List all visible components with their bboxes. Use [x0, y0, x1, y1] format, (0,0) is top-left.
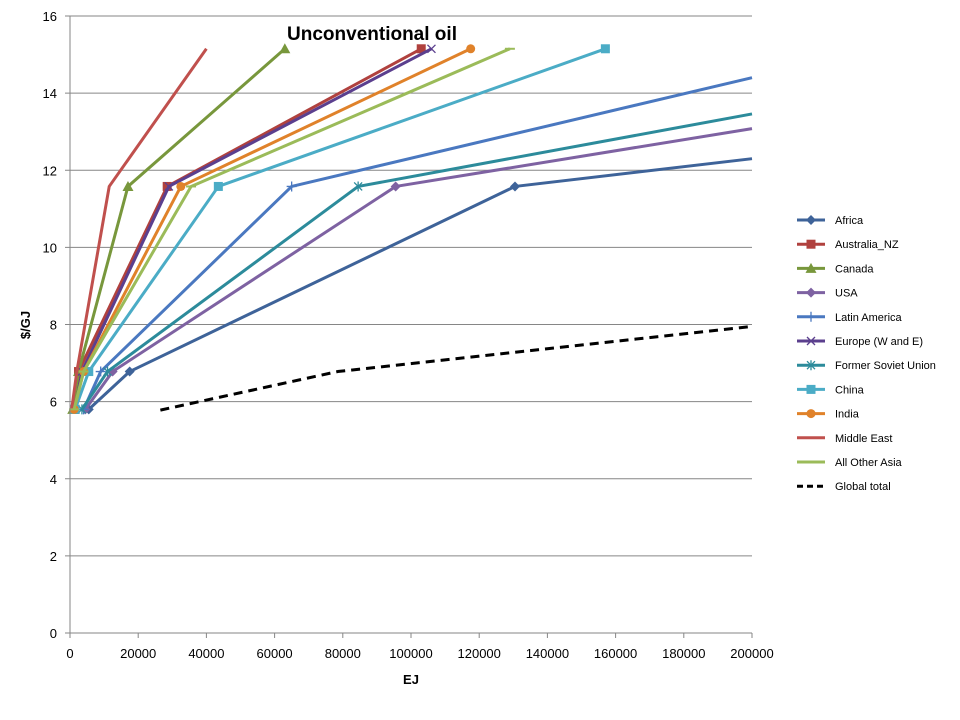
legend-item-china: China: [797, 384, 865, 396]
legend-marker: [806, 311, 816, 322]
x-tick-label: 20000: [120, 646, 156, 661]
x-tick-label: 140000: [526, 646, 569, 661]
series-all-other-asia: [69, 47, 515, 411]
x-tick-label: 120000: [458, 646, 501, 661]
data-point: [95, 366, 106, 377]
legend-label: Canada: [835, 263, 874, 275]
x-tick-label: 0: [66, 646, 73, 661]
data-point: [510, 181, 521, 192]
data-point: [84, 367, 94, 377]
data-point: [213, 181, 223, 191]
legend-item-australia-nz: Australia_NZ: [797, 239, 899, 251]
series-former-soviet-union: [77, 112, 753, 415]
series-line: [73, 47, 606, 410]
legend-label: Australia_NZ: [835, 239, 899, 251]
data-point: [353, 181, 363, 192]
series-line: [71, 47, 286, 410]
y-tick-label: 2: [50, 549, 57, 564]
x-tick-label: 60000: [257, 646, 293, 661]
y-axis-title: $/GJ: [18, 311, 33, 339]
legend-item-global-total: Global total: [797, 481, 891, 493]
legend-item-latin-america: Latin America: [797, 312, 903, 324]
x-tick-label: 200000: [730, 646, 773, 661]
legend-label: Global total: [835, 481, 891, 493]
legend-marker: [806, 384, 816, 394]
x-axis-title: EJ: [403, 672, 419, 687]
data-point: [416, 44, 426, 54]
series-line: [80, 112, 753, 411]
legend-marker: [806, 215, 816, 225]
y-axis-ticks: 0 2 4 6 8 10 12 14 16: [43, 9, 70, 641]
series-line: [84, 127, 753, 411]
x-tick-label: 40000: [188, 646, 224, 661]
legend-label: China: [835, 384, 865, 396]
data-point: [164, 181, 174, 191]
x-tick-label: 80000: [325, 646, 361, 661]
y-tick-label: 10: [43, 240, 57, 255]
legend: Africa Australia_NZ Canada USA Latin America…: [797, 215, 936, 493]
legend-label: Europe (W and E): [835, 336, 923, 348]
legend-item-canada: Canada: [797, 262, 874, 275]
legend-marker: [806, 287, 816, 298]
legend-label: Africa: [835, 215, 864, 227]
axes: [69, 16, 752, 634]
legend-item-former-soviet-union: Former Soviet Union: [797, 360, 936, 372]
legend-label: All Other Asia: [835, 457, 903, 469]
y-tick-label: 8: [50, 318, 57, 333]
series-global-total: [160, 324, 753, 412]
y-tick-label: 6: [50, 395, 57, 410]
data-point: [176, 181, 186, 191]
x-tick-label: 160000: [594, 646, 637, 661]
series-lines: [67, 43, 753, 415]
series-middle-east: [70, 47, 208, 410]
data-point: [279, 43, 291, 54]
data-point: [600, 44, 610, 54]
series-line: [70, 47, 208, 410]
data-point: [122, 180, 134, 191]
y-tick-label: 16: [43, 9, 57, 24]
data-point: [103, 366, 112, 377]
data-point: [124, 366, 135, 377]
legend-marker: [806, 409, 816, 419]
x-tick-label: 100000: [389, 646, 432, 661]
series-line: [82, 76, 753, 410]
legend-marker: [805, 262, 817, 273]
series-line: [72, 47, 511, 410]
legend-label: Latin America: [835, 312, 903, 324]
series-china: [70, 44, 610, 414]
legend-label: Middle East: [835, 433, 892, 445]
data-point: [286, 181, 297, 192]
legend-label: Former Soviet Union: [835, 360, 936, 372]
legend-item-africa: Africa: [797, 215, 864, 227]
legend-marker: [806, 336, 816, 346]
series-line: [87, 157, 753, 411]
chart-title: Unconventional oil: [287, 24, 457, 45]
data-point: [390, 181, 401, 192]
x-axis-ticks: 0 20000 40000 60000 80000 100000 120000 140000 1…: [66, 633, 774, 661]
legend-label: India: [835, 409, 860, 421]
y-tick-label: 4: [50, 472, 57, 487]
legend-label: USA: [835, 288, 858, 300]
series-line: [160, 324, 753, 412]
legend-item-europe-w-and-e: Europe (W and E): [797, 336, 923, 348]
data-point: [427, 44, 436, 54]
legend-item-india: India: [797, 409, 860, 421]
y-tick-label: 0: [50, 626, 57, 641]
y-tick-label: 14: [43, 86, 57, 101]
x-tick-label: 180000: [662, 646, 705, 661]
legend-item-all-other-asia: All Other Asia: [797, 457, 903, 469]
series-line: [72, 47, 472, 410]
legend-marker: [806, 239, 816, 249]
data-point: [466, 44, 476, 54]
data-point: [162, 181, 172, 191]
legend-marker: [806, 360, 816, 371]
y-tick-label: 12: [43, 163, 57, 178]
legend-item-middle-east: Middle East: [797, 433, 892, 445]
legend-item-usa: USA: [797, 287, 858, 300]
